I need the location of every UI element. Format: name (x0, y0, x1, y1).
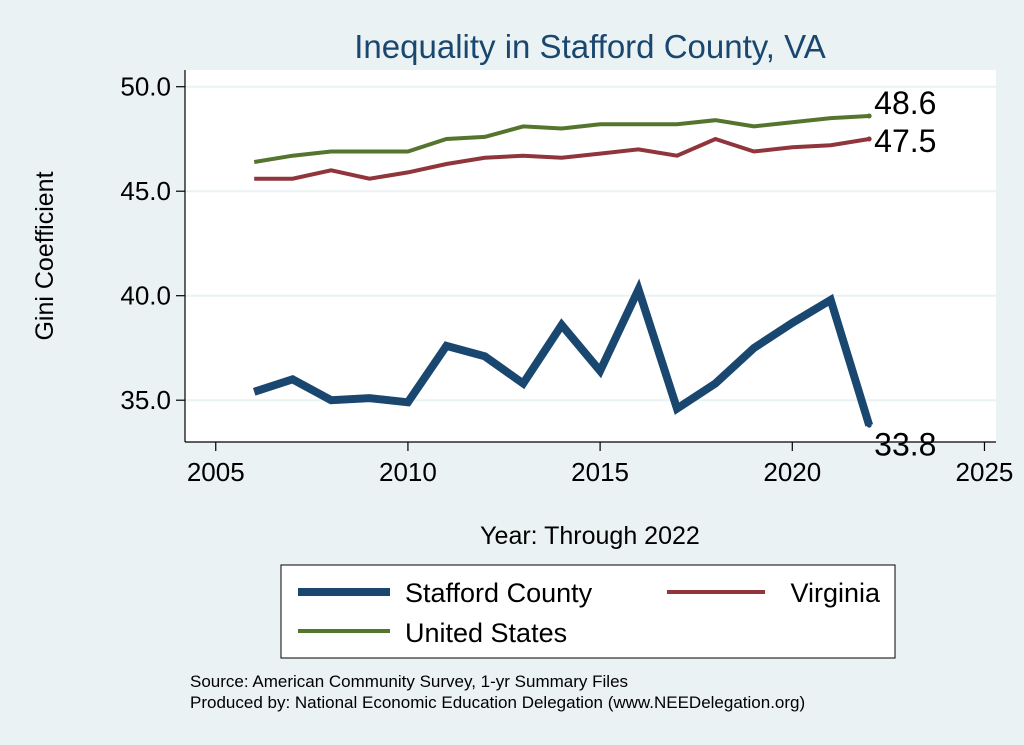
x-tick-label: 2025 (956, 457, 1014, 487)
legend-label-virginia: Virginia (790, 578, 881, 608)
x-axis-label: Year: Through 2022 (480, 522, 700, 550)
legend: Stafford County Virginia United States (280, 564, 896, 659)
end-point-marker (866, 113, 872, 119)
end-point-marker (866, 136, 872, 142)
end-value-label: 48.6 (874, 85, 936, 121)
series-lines (252, 114, 874, 427)
y-tick-label: 50.0 (120, 72, 171, 102)
legend-label-us: United States (405, 618, 567, 648)
y-axis-label: Gini Coefficient (31, 171, 59, 340)
end-labels: 33.8 47.548.6 (866, 85, 936, 462)
x-tick-label: 2020 (763, 457, 821, 487)
end-value-label: 47.5 (874, 123, 936, 159)
series-line-united-states (253, 114, 870, 164)
chart-title: Inequality in Stafford County, VA (354, 28, 825, 65)
end-point-marker (866, 422, 872, 428)
x-tick-label: 2015 (571, 457, 629, 487)
legend-box (280, 564, 896, 659)
x-tick-label: 2005 (187, 457, 245, 487)
y-tick-label: 35.0 (120, 385, 171, 415)
series-line-stafford-county (252, 278, 874, 427)
y-tick-label: 45.0 (120, 176, 171, 206)
plot-area (185, 70, 996, 442)
y-tick-label: 40.0 (120, 281, 171, 311)
source-note: Source: American Community Survey, 1-yr … (190, 672, 628, 691)
produced-by-note: Produced by: National Economic Education… (190, 693, 805, 712)
series-line-virginia (254, 136, 870, 181)
end-value-label: 33.8 (874, 426, 936, 462)
x-tick-label: 2010 (379, 457, 437, 487)
legend-label-stafford: Stafford County (405, 578, 593, 608)
axes: 35.0 40.0 45.0 50.0 2005 2010 2015 2020 2025 (120, 70, 1013, 487)
